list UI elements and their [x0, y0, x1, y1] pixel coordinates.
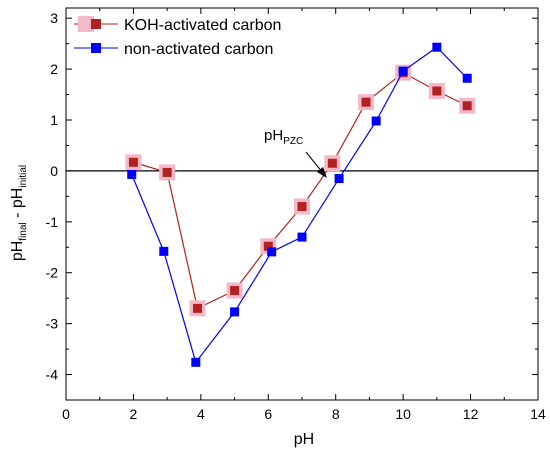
legend-item-koh: KOH-activated carbon — [74, 16, 281, 34]
x-tick-label: 2 — [130, 406, 138, 422]
data-point — [263, 241, 273, 251]
chart-marks — [65, 7, 539, 401]
data-point — [432, 86, 442, 96]
x-axis-title: pH — [294, 431, 314, 448]
legend: KOH-activated carbon non-activated carbo… — [74, 16, 281, 58]
series-line-0 — [133, 71, 468, 310]
legend-marker-nonactivated — [91, 43, 101, 53]
x-tick-label: 14 — [530, 406, 546, 422]
pzc-label: pHPZC — [264, 127, 303, 147]
data-point — [398, 66, 408, 76]
y-tick-label: -2 — [46, 265, 59, 281]
data-point — [128, 157, 138, 167]
data-point — [334, 174, 344, 184]
data-point — [191, 357, 201, 367]
data-point — [192, 303, 202, 313]
data-point — [432, 42, 442, 52]
y-tick-label: -3 — [46, 316, 59, 332]
pzc-annotation: pHPZC — [264, 127, 327, 178]
data-point — [371, 116, 381, 126]
data-point — [230, 286, 240, 296]
data-point — [127, 169, 137, 179]
legend-item-nonactivated: non-activated carbon — [74, 41, 273, 58]
legend-label-koh: KOH-activated carbon — [124, 17, 281, 34]
x-tick-label: 12 — [463, 406, 479, 422]
data-point — [462, 101, 472, 111]
data-point — [361, 97, 371, 107]
x-tick-label: 10 — [395, 406, 411, 422]
data-point — [159, 246, 169, 256]
pzc-arrow-head — [317, 167, 327, 178]
y-tick-label: 3 — [50, 10, 58, 26]
y-tick-label: 0 — [50, 163, 58, 179]
y-tick-label: -4 — [46, 367, 59, 383]
data-point — [297, 202, 307, 212]
x-tick-label: 6 — [264, 406, 272, 422]
data-point — [462, 73, 472, 83]
legend-marker-halo-koh — [78, 16, 94, 32]
x-tick-label: 0 — [62, 406, 70, 422]
data-point — [230, 307, 240, 317]
data-point — [267, 247, 277, 257]
legend-label-nonactivated: non-activated carbon — [124, 41, 273, 58]
y-tick-label: -1 — [46, 214, 59, 230]
y-tick-label: 2 — [50, 61, 58, 77]
y-axis-title: pHfinal - pHinitial — [9, 165, 29, 261]
x-tick-label: 4 — [197, 406, 205, 422]
data-point — [297, 232, 307, 242]
data-point — [162, 167, 172, 177]
x-tick-label: 8 — [332, 406, 340, 422]
y-tick-label: 1 — [50, 112, 58, 128]
data-point — [327, 158, 337, 168]
legend-marker-koh — [91, 19, 101, 29]
